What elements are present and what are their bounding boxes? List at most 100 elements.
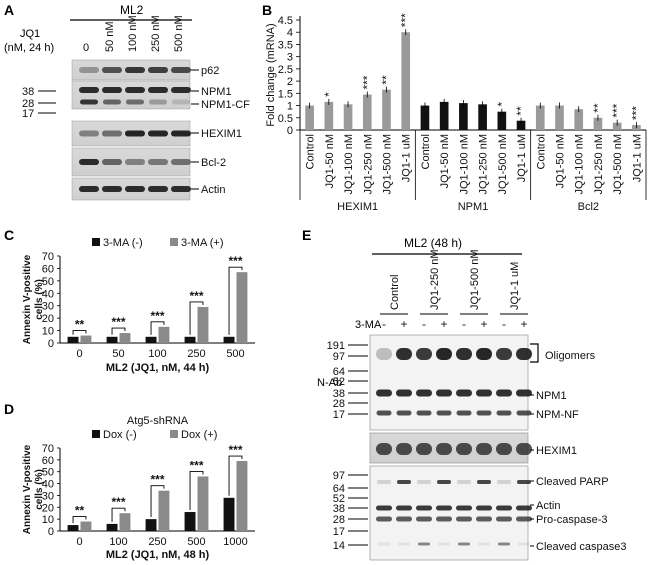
panel-e-label: E <box>302 227 311 243</box>
significance-bracket <box>72 516 87 524</box>
blot-band <box>79 67 99 73</box>
blot-band <box>103 99 121 105</box>
bar <box>593 117 603 130</box>
panel-e-treatment-label: 3-MA <box>355 319 382 331</box>
blot-label-npm1-cf: NPM1-CF <box>201 99 250 111</box>
blot-band <box>456 516 472 522</box>
blot-band <box>518 542 530 546</box>
blot-band <box>376 348 392 360</box>
band-label-npm1: NPM1 <box>536 390 567 402</box>
panel-e-cell-line: ML2 (48 h) <box>404 236 462 250</box>
blot-band <box>148 130 168 137</box>
y-tick-label: 0 <box>48 338 54 350</box>
x-tick-label: JQ1-250 nM <box>593 134 605 195</box>
chart-title: Atg5-shRNA <box>127 415 189 427</box>
bar <box>145 336 157 343</box>
blot-band <box>456 389 472 397</box>
mw-marker: 52 <box>333 493 345 505</box>
treatment-sign-minus: - <box>382 317 386 331</box>
significance-stars: *** <box>228 254 242 268</box>
dose-label: 50 nM <box>104 21 116 52</box>
panel-e-condition-labels: Control JQ1-250 nM JQ1-500 nM JQ1-1 uM <box>380 249 528 315</box>
blot-band <box>79 186 99 192</box>
significance-bracket <box>111 327 126 335</box>
y-axis-label: cells (%) <box>34 279 45 320</box>
y-axis-label: Fold change (mRNA) <box>265 23 277 126</box>
blot-band <box>516 443 532 455</box>
y-axis-label: Annexin V-positive <box>22 444 33 534</box>
y-tick-label: 0.5 <box>278 113 293 125</box>
bar <box>119 513 131 531</box>
legend-swatch <box>170 430 178 438</box>
x-tick-label: 1000 <box>223 536 247 548</box>
bar <box>497 111 507 130</box>
blot-label-hexim1: HEXIM1 <box>201 128 242 140</box>
blot-band <box>148 186 168 192</box>
bar <box>555 105 564 130</box>
significance-bracket <box>228 266 243 335</box>
blot-strip <box>71 80 191 110</box>
x-axis-label: ML2 (JQ1, nM, 48 h) <box>106 549 210 561</box>
mw-marker: 17 <box>333 409 345 421</box>
blot-band <box>396 389 412 397</box>
blot-band <box>458 542 470 546</box>
blot-band <box>148 159 168 165</box>
blot-band <box>79 87 99 93</box>
bar <box>459 103 468 130</box>
legend-swatch <box>92 238 100 246</box>
blot-band <box>516 348 532 360</box>
blot-band <box>496 505 512 511</box>
blot-band <box>417 480 431 484</box>
blot-band <box>436 410 452 416</box>
blot-label-actin: Actin <box>201 184 225 196</box>
blot-band <box>436 516 452 522</box>
blot-band <box>476 389 492 397</box>
treatment-sign-plus: + <box>400 317 407 331</box>
significance-stars: ** <box>514 106 528 116</box>
blot-band <box>397 480 411 484</box>
blot-band <box>437 480 451 484</box>
x-tick-label: Control <box>420 134 432 169</box>
mw-marker: 28 <box>333 514 345 526</box>
panel-c-label: C <box>4 227 14 243</box>
mw-marker: 28 <box>333 398 345 410</box>
significance-stars: ** <box>380 75 394 85</box>
x-tick-label: JQ1-100 nM <box>458 134 470 195</box>
panel-e-treatment-signs: - + - + - + - + <box>382 317 528 331</box>
blot-band <box>436 505 452 511</box>
panel-c: C 3-MA (-) 3-MA (+) Annexin V-positive cell… <box>4 227 255 374</box>
blot-band <box>436 348 452 360</box>
mw-marker: 97 <box>333 351 345 363</box>
blot-band <box>126 99 144 105</box>
bar <box>67 525 79 531</box>
legend-label: Dox (+) <box>181 429 217 441</box>
significance-stars: *** <box>610 103 624 117</box>
mw-marker: 38 <box>22 86 34 98</box>
panel-d-label: D <box>4 401 14 417</box>
blot-band <box>125 67 145 73</box>
x-tick-label: JQ1-50 nM <box>555 134 567 188</box>
band-label-cleaved-parp: Cleaved PARP <box>536 476 609 488</box>
blot-band <box>476 516 492 522</box>
blot-band <box>396 348 412 360</box>
y-tick-label: 2.5 <box>278 64 293 76</box>
x-tick-label: JQ1-1 uM <box>401 134 413 182</box>
blot-band <box>456 443 472 455</box>
blot-band <box>396 443 412 455</box>
bar <box>236 461 248 531</box>
blot-band <box>498 542 510 546</box>
blot-band <box>377 480 391 484</box>
mw-marker: 64 <box>333 483 345 495</box>
y-tick-label: 70 <box>42 251 54 263</box>
blot-band <box>398 542 410 546</box>
y-tick-label: 10 <box>42 326 54 338</box>
blot-band <box>436 443 452 455</box>
x-tick-label: 0 <box>76 348 82 360</box>
band-label-cleaved-caspase3: Cleaved caspase3 <box>536 541 627 553</box>
blot-band <box>396 410 412 416</box>
significance-bracket <box>150 485 165 518</box>
blot-band <box>436 389 452 397</box>
blot-band <box>497 480 511 484</box>
mw-marker: 38 <box>333 503 345 515</box>
